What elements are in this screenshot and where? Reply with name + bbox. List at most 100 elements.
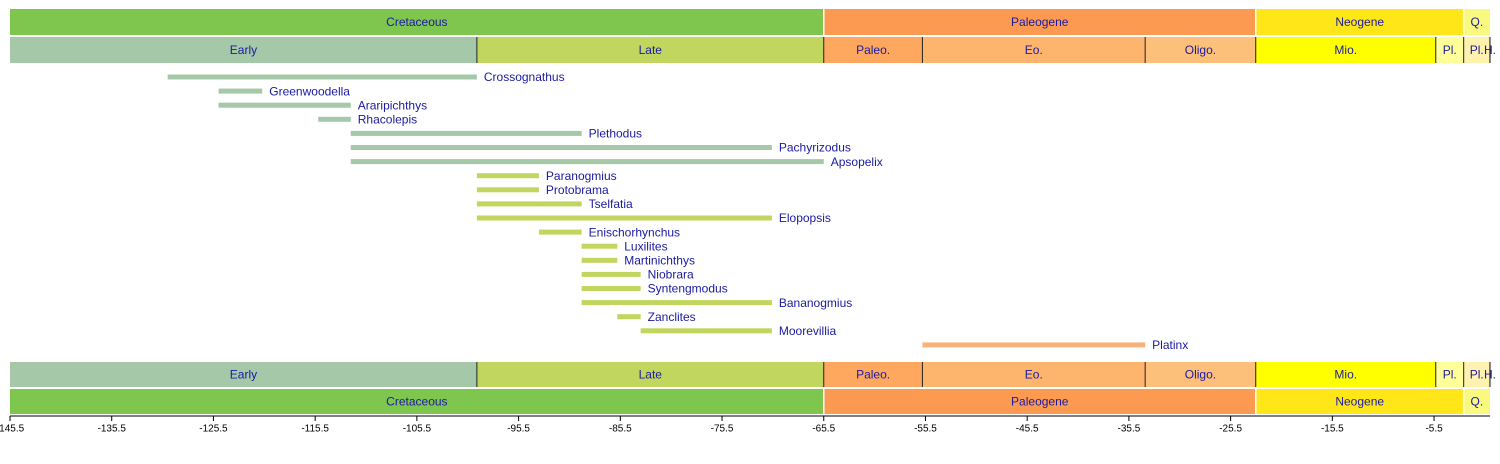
taxon-bar [922, 342, 1146, 348]
period-label: Cretaceous [386, 15, 447, 29]
period-label: Paleogene [1011, 15, 1069, 29]
period-label: Neogene [1335, 15, 1384, 29]
epoch-label: Late [639, 43, 663, 57]
taxon-bar [617, 314, 641, 320]
epoch-label: Pl. [1443, 43, 1457, 57]
epoch-label: Oligo. [1185, 43, 1216, 57]
taxon-label: Crossognathus [484, 70, 565, 84]
period-label: Neogene [1335, 395, 1384, 409]
period-box [823, 9, 1256, 35]
x-tick-label: -85.5 [609, 424, 632, 435]
epoch-box [1463, 362, 1490, 387]
taxon-bar [350, 130, 582, 136]
x-tick-label: -15.5 [1321, 424, 1344, 435]
taxon-label: Protobrama [546, 183, 609, 197]
taxon-label: Bananogmius [779, 296, 852, 310]
taxon-label: Niobrara [648, 268, 694, 282]
epoch-box [823, 37, 923, 63]
taxon-label: Elopopsis [779, 211, 831, 225]
taxon-label: Syntengmodus [648, 282, 728, 296]
period-box [1255, 389, 1464, 414]
taxon-bar [476, 173, 539, 179]
taxon-bar [581, 243, 618, 249]
taxon-bar [581, 271, 641, 277]
epoch-label: Early [230, 368, 257, 382]
x-tick-label: -115.5 [301, 424, 329, 435]
x-tick-label: -35.5 [1118, 424, 1141, 435]
taxon-label: Araripichthys [358, 98, 427, 112]
epoch-box [1435, 37, 1464, 63]
taxon-label: Apsopelix [831, 155, 883, 169]
epoch-label: Mio. [1334, 368, 1357, 382]
epoch-box [476, 37, 824, 63]
period-label: Cretaceous [386, 395, 447, 409]
x-tick-label: -55.5 [914, 424, 937, 435]
x-tick-label: -95.5 [507, 424, 530, 435]
taxon-bar [581, 300, 772, 306]
taxon-bar [218, 88, 263, 94]
epoch-label: Paleo. [856, 43, 890, 57]
taxon-label: Moorevillia [779, 324, 837, 338]
taxon-label: Luxilites [624, 239, 667, 253]
x-tick-label: -45.5 [1016, 424, 1039, 435]
taxon-bar [350, 145, 772, 150]
epoch-box [10, 362, 477, 387]
taxon-bar [218, 102, 351, 108]
period-label: Q. [1471, 15, 1484, 29]
epoch-box [922, 362, 1146, 387]
epoch-label: Eo. [1025, 368, 1043, 382]
epoch-label: Mio. [1334, 43, 1357, 57]
taxon-bar [476, 201, 582, 207]
taxon-label: Plethodus [589, 127, 642, 141]
epoch-box [1145, 37, 1256, 63]
epoch-label: Pl. [1443, 368, 1457, 382]
taxon-bar [318, 116, 351, 122]
taxon-label: Tselfatia [589, 197, 633, 211]
taxon-label: Greenwoodella [269, 84, 350, 98]
taxon-bar [581, 257, 618, 263]
taxon-label: Platinx [1152, 338, 1188, 352]
x-tick-label: -65.5 [812, 424, 835, 435]
taxon-label: Martinichthys [624, 253, 695, 267]
epoch-label: Pl. [1470, 368, 1484, 382]
taxon-label: Pachyrizodus [779, 141, 851, 155]
epoch-label: Early [230, 43, 257, 57]
period-box [823, 389, 1256, 414]
epoch-box [1255, 362, 1436, 387]
x-tick-label: -75.5 [711, 424, 734, 435]
x-tick-label: -105.5 [403, 424, 432, 435]
taxon-bar [538, 229, 582, 235]
taxon-label: Enischorhynchus [589, 225, 680, 239]
epoch-box [476, 362, 824, 387]
x-tick-label: -5.5 [1425, 424, 1443, 435]
epoch-box [1145, 362, 1256, 387]
epoch-label: Pl. [1470, 43, 1484, 57]
x-tick-label: -25.5 [1219, 424, 1242, 435]
x-tick-label: -135.5 [98, 424, 127, 435]
epoch-label: Paleo. [856, 368, 890, 382]
taxon-bar [476, 215, 772, 221]
epoch-label: Late [639, 368, 663, 382]
taxon-label: Rhacolepis [358, 112, 417, 126]
x-tick-label: -145.5 [0, 424, 25, 435]
taxon-bar [167, 74, 477, 80]
period-label: Paleogene [1011, 395, 1069, 409]
epoch-label: Oligo. [1185, 368, 1216, 382]
period-box [1255, 9, 1464, 35]
epoch-box [1255, 37, 1436, 63]
taxon-bar [581, 286, 641, 291]
period-box [10, 9, 824, 35]
period-box [10, 389, 824, 414]
period-box [1463, 9, 1490, 35]
taxon-bar [350, 159, 824, 165]
taxon-label: Paranogmius [546, 169, 617, 183]
epoch-box [1435, 362, 1464, 387]
period-label: Q. [1471, 395, 1484, 409]
epoch-box [922, 37, 1146, 63]
epoch-box [823, 362, 923, 387]
taxon-bar [640, 328, 772, 334]
x-tick-label: -125.5 [199, 424, 228, 435]
epoch-label: Eo. [1025, 43, 1043, 57]
taxon-label: Zanclites [648, 310, 696, 324]
